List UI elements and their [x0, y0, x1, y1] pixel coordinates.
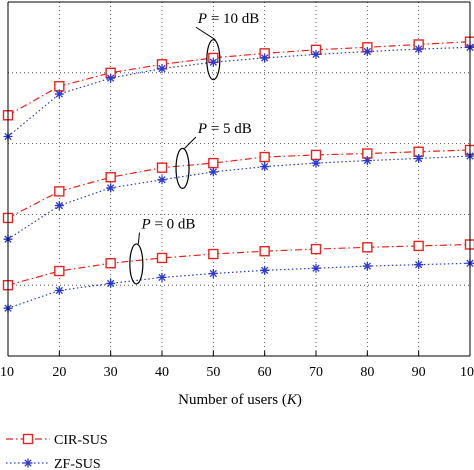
square-marker	[54, 186, 65, 197]
x-tick-label: 10	[0, 365, 14, 380]
series-line	[7, 262, 471, 309]
annotation-label: P = 5 dB	[197, 121, 252, 137]
square-marker	[413, 240, 424, 252]
annotation-ellipse	[129, 243, 144, 285]
legend-label: CIR-SUS	[54, 433, 108, 448]
star-marker	[157, 64, 167, 74]
annotation-value: = 0 dB	[151, 217, 196, 233]
star-marker	[157, 175, 167, 185]
star-marker	[311, 158, 321, 168]
annotations: P = 10 dBP = 5 dBP = 0 dB	[129, 11, 259, 285]
series-line	[7, 46, 471, 137]
series-line	[7, 149, 471, 219]
series-cir-sus-p10	[2, 36, 474, 121]
square-marker	[105, 258, 116, 269]
star-marker	[208, 57, 218, 67]
x-tick-label: 10	[460, 365, 474, 380]
square-marker	[259, 151, 270, 163]
x-tick-label: 90	[412, 365, 426, 380]
square-marker	[259, 246, 270, 257]
series-cir-sus-p0	[2, 239, 474, 291]
x-tick-label: 20	[52, 365, 66, 380]
legend-item-cir-sus: CIR-SUS	[6, 433, 108, 448]
square-marker	[54, 265, 65, 277]
annotation-label: P = 10 dB	[197, 11, 259, 27]
annotation-symbol: P	[140, 217, 150, 233]
series-lines	[2, 36, 474, 313]
star-marker	[414, 44, 424, 54]
series-cir-sus-p5	[2, 144, 474, 224]
x-tick-label: 50	[206, 365, 220, 380]
star-marker	[54, 286, 64, 296]
square-marker	[105, 172, 116, 183]
grid	[7, 1, 471, 356]
legend-item-zf-sus: ZF-SUS	[6, 457, 101, 470]
annotation-leader-line	[137, 232, 140, 245]
annotation-label: P = 0 dB	[140, 217, 195, 233]
annotation-symbol: P	[197, 11, 207, 27]
x-tick-label: 70	[309, 365, 323, 380]
square-marker	[310, 243, 322, 255]
star-marker	[157, 272, 167, 282]
square-marker	[156, 162, 168, 173]
star-marker	[23, 458, 33, 468]
square-marker	[54, 81, 65, 92]
star-marker	[362, 261, 372, 271]
square-marker	[156, 252, 168, 264]
annotation-leader-line	[184, 136, 197, 149]
axes: 10 20 30 40 50 60 70 80 90 10	[0, 1, 474, 380]
series-line	[7, 41, 471, 116]
x-tick-label: 30	[104, 365, 118, 380]
square-marker	[310, 149, 322, 161]
series-zf-sus-p5	[3, 151, 474, 244]
annotation-ellipse	[206, 39, 221, 81]
series-line	[7, 155, 471, 240]
annotation: P = 5 dB	[175, 121, 252, 189]
star-marker	[260, 53, 270, 63]
star-marker	[260, 162, 270, 172]
star-marker	[260, 265, 270, 275]
legend: CIR-SUS ZF-SUS	[6, 433, 108, 470]
star-marker	[208, 167, 218, 177]
x-tick-label: 60	[258, 365, 272, 380]
series-zf-sus-p0	[3, 258, 474, 313]
annotation-symbol: P	[197, 121, 207, 137]
annotation: P = 0 dB	[129, 217, 195, 285]
square-marker	[22, 433, 34, 445]
star-marker	[106, 183, 116, 193]
square-marker	[208, 248, 219, 260]
x-tick-label: 80	[360, 365, 374, 380]
annotation: P = 10 dB	[195, 11, 259, 81]
star-marker	[54, 201, 64, 211]
star-marker	[414, 260, 424, 270]
star-marker	[54, 89, 64, 99]
annotation-value: = 10 dB	[207, 11, 259, 27]
star-marker	[362, 47, 372, 57]
star-marker	[106, 73, 116, 83]
star-marker	[311, 263, 321, 273]
annotation-value: = 5 dB	[207, 121, 252, 137]
square-marker	[208, 157, 219, 169]
square-marker	[362, 242, 373, 253]
series-line	[7, 243, 471, 286]
star-marker	[106, 278, 116, 288]
star-marker	[208, 269, 218, 279]
x-tick-label: 40	[155, 365, 169, 380]
x-axis-label: Number of users (K)	[178, 392, 302, 408]
star-marker	[362, 156, 372, 166]
star-marker	[311, 49, 321, 59]
annotation-leader-line	[195, 26, 216, 41]
legend-label: ZF-SUS	[54, 457, 101, 470]
star-marker	[414, 153, 424, 163]
annotation-ellipse	[175, 147, 190, 189]
